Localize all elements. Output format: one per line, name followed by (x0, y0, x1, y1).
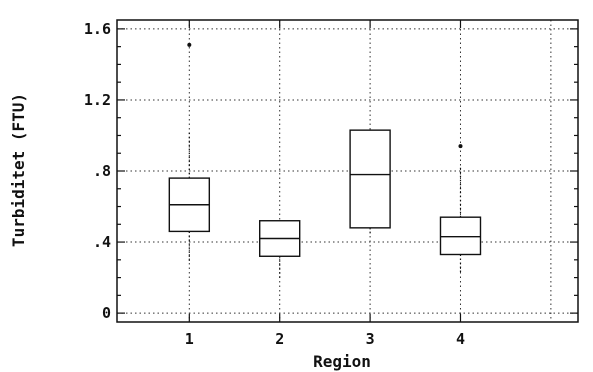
ticks (117, 20, 578, 322)
box-2 (259, 220, 301, 278)
outlier-point (187, 42, 192, 47)
iqr-box (349, 129, 391, 229)
x-tick-label: 2 (275, 330, 284, 348)
box-3 (349, 129, 391, 235)
tick-labels: 0 .4 .8 1.2 1.6 1 2 3 4 (84, 20, 465, 348)
y-tick-label: .8 (93, 162, 111, 180)
y-axis-label: Turbiditet (FTU) (9, 93, 28, 247)
x-tick-label: 4 (456, 330, 465, 348)
y-tick-label: .4 (93, 233, 111, 251)
x-axis-label: Region (313, 352, 371, 371)
iqr-box (439, 216, 482, 256)
y-tick-label: 0 (102, 304, 111, 322)
box-4 (439, 144, 482, 275)
x-tick-label: 1 (185, 330, 194, 348)
box-1 (168, 42, 211, 264)
boxes (168, 42, 482, 278)
x-tick-label: 3 (366, 330, 375, 348)
outlier-point (458, 144, 463, 149)
y-tick-label: 1.6 (84, 20, 111, 38)
grid (117, 20, 578, 322)
y-tick-label: 1.2 (84, 91, 111, 109)
